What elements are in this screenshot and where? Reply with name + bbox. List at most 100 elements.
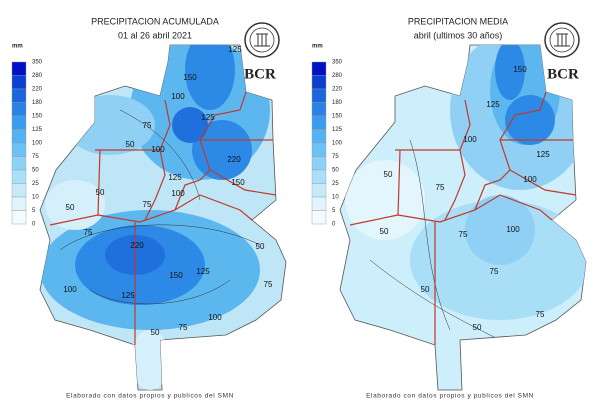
legend-label: 5	[32, 208, 36, 214]
legend-label: 25	[332, 181, 339, 187]
legend-label: 10	[332, 195, 339, 201]
contour-label: 220	[227, 155, 241, 164]
contour-label: 125	[121, 291, 135, 300]
legend-swatch	[311, 61, 327, 76]
legend-unit: mm	[312, 44, 323, 50]
contour-label: 220	[130, 241, 144, 250]
legend-label: 350	[332, 60, 343, 66]
contour-label: 100	[63, 285, 77, 294]
contour-label: 75	[143, 200, 152, 209]
contour-label: 150	[231, 178, 245, 187]
legend-swatch	[11, 102, 27, 117]
contour-label: 50	[151, 328, 160, 337]
legend-unit: mm	[12, 44, 23, 50]
legend-swatch	[11, 210, 27, 225]
legend-swatch	[11, 129, 27, 144]
contour-label: 75	[459, 230, 468, 239]
contour-label: 50	[96, 188, 105, 197]
legend-label: 10	[32, 195, 39, 201]
legend-swatch	[11, 183, 27, 198]
legend-label: 75	[32, 154, 39, 160]
contour-label: 150	[169, 271, 183, 280]
contour-label: 100	[208, 313, 222, 322]
legend-swatch	[311, 102, 327, 117]
footer: Elaborado con datos propios y publicos d…	[366, 393, 534, 400]
contour-label: 125	[168, 173, 182, 182]
legend-label: 350	[32, 60, 43, 66]
contour-label: 100	[506, 225, 520, 234]
contour-label: 50	[473, 323, 482, 332]
contour-label: 100	[523, 175, 537, 184]
legend-label: 100	[332, 141, 343, 147]
legend-swatch	[311, 169, 327, 184]
contour-label: 75	[84, 228, 93, 237]
legend-swatch	[11, 61, 27, 76]
legend-swatch	[311, 210, 327, 225]
contour-label: 125	[201, 113, 215, 122]
contour-label: 75	[143, 121, 152, 130]
map-left	[39, 44, 287, 391]
contour-label: 125	[486, 100, 500, 109]
contour-label: 125	[536, 150, 550, 159]
contour-label: 50	[384, 170, 393, 179]
legend-label: 180	[332, 100, 343, 106]
contour-label: 75	[264, 280, 273, 289]
contour-label: 150	[183, 73, 197, 82]
legend-label: 280	[32, 73, 43, 79]
subtitle: abril (ultimos 30 años)	[414, 30, 503, 40]
footer: Elaborado con datos propios y publicos d…	[66, 393, 234, 400]
contour-label: 125	[228, 45, 242, 54]
legend-swatch	[311, 156, 327, 171]
legend-label: 180	[32, 100, 43, 106]
legend-label: 125	[332, 127, 343, 133]
legend-swatch	[11, 169, 27, 184]
legend-label: 0	[32, 222, 36, 228]
legend-swatch	[311, 75, 327, 90]
legend-swatch	[311, 115, 327, 130]
subtitle: 01 al 26 abril 2021	[118, 30, 192, 40]
title: PRECIPITACION ACUMULADA	[91, 16, 219, 26]
contour-label: 150	[513, 65, 527, 74]
contour-label: 75	[436, 183, 445, 192]
legend-label: 5	[332, 208, 336, 214]
legend-label: 100	[32, 141, 43, 147]
legend-label: 280	[332, 73, 343, 79]
legend-label: 50	[32, 168, 39, 174]
legend-swatch	[311, 142, 327, 157]
legend-swatch	[11, 115, 27, 130]
contour-labels-left: 125 150 100 50 75 100 125 220 150 125 10…	[63, 45, 273, 337]
legend-label: 150	[332, 114, 343, 120]
contour-label: 75	[490, 267, 499, 276]
legend-swatch	[311, 129, 327, 144]
contour-label: 100	[463, 135, 477, 144]
contour-label: 100	[171, 92, 185, 101]
legend-label: 150	[32, 114, 43, 120]
contour-label: 100	[171, 189, 185, 198]
contour-label: 50	[421, 285, 430, 294]
logo: BCR	[244, 22, 280, 82]
logo-text: BCR	[547, 66, 579, 82]
legend-swatch	[311, 196, 327, 211]
contour-labels-right: 150 125 100 75 50 125 100 50 100 75 75 5…	[380, 65, 551, 332]
contour-label: 50	[66, 203, 75, 212]
title: PRECIPITACION MEDIA	[408, 16, 508, 26]
logo: BCR	[544, 22, 580, 82]
legend-swatch	[311, 88, 327, 103]
logo-text: BCR	[244, 66, 276, 82]
legend-label: 125	[32, 127, 43, 133]
map-right	[339, 44, 587, 391]
contour-label: 50	[256, 242, 265, 251]
contour-label: 75	[536, 310, 545, 319]
contour-label: 50	[126, 140, 135, 149]
legend-label: 220	[332, 87, 343, 93]
legend-label: 75	[332, 154, 339, 160]
contour-label: 100	[151, 145, 165, 154]
contour-label: 75	[179, 323, 188, 332]
legend-label: 25	[32, 181, 39, 187]
legend-swatch	[11, 75, 27, 90]
legend-swatch	[11, 196, 27, 211]
contour-label: 125	[196, 267, 210, 276]
legend-swatch	[11, 142, 27, 157]
legend-label: 0	[332, 222, 336, 228]
